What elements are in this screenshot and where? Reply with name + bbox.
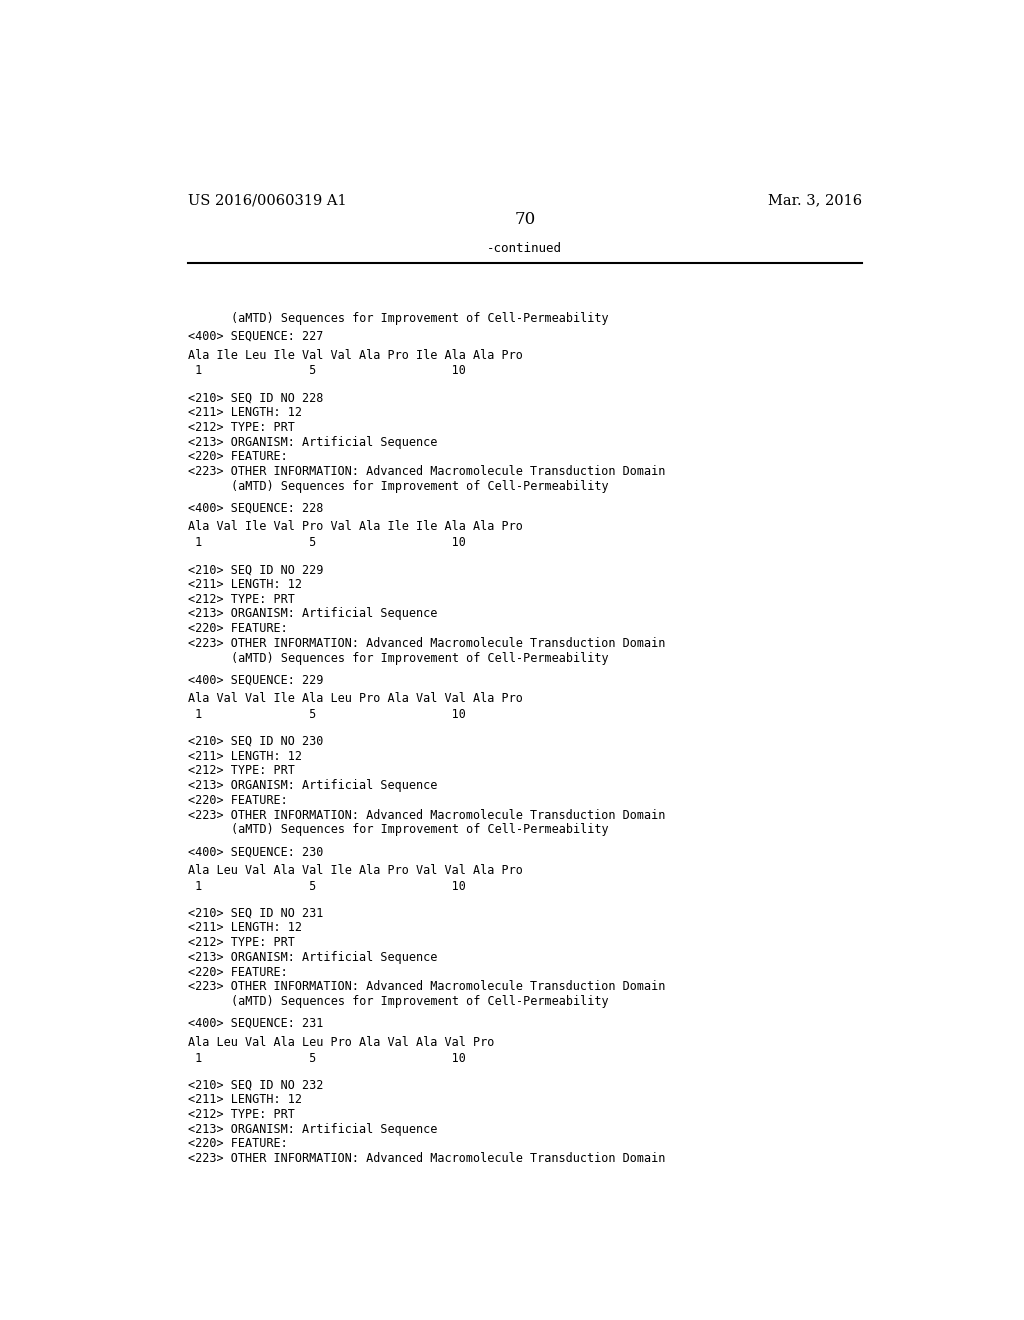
Text: <223> OTHER INFORMATION: Advanced Macromolecule Transduction Domain: <223> OTHER INFORMATION: Advanced Macrom…	[187, 981, 665, 994]
Text: <400> SEQUENCE: 228: <400> SEQUENCE: 228	[187, 502, 323, 515]
Text: <400> SEQUENCE: 231: <400> SEQUENCE: 231	[187, 1016, 323, 1030]
Text: Ala Val Val Ile Ala Leu Pro Ala Val Val Ala Pro: Ala Val Val Ile Ala Leu Pro Ala Val Val …	[187, 692, 522, 705]
Text: <211> LENGTH: 12: <211> LENGTH: 12	[187, 578, 301, 591]
Text: 1               5                   10: 1 5 10	[187, 708, 465, 721]
Text: (aMTD) Sequences for Improvement of Cell-Permeability: (aMTD) Sequences for Improvement of Cell…	[231, 312, 609, 325]
Text: Ala Leu Val Ala Leu Pro Ala Val Ala Val Pro: Ala Leu Val Ala Leu Pro Ala Val Ala Val …	[187, 1036, 494, 1049]
Text: (aMTD) Sequences for Improvement of Cell-Permeability: (aMTD) Sequences for Improvement of Cell…	[231, 479, 609, 492]
Text: 1               5                   10: 1 5 10	[187, 1052, 465, 1064]
Text: <400> SEQUENCE: 230: <400> SEQUENCE: 230	[187, 845, 323, 858]
Text: <211> LENGTH: 12: <211> LENGTH: 12	[187, 750, 301, 763]
Text: <223> OTHER INFORMATION: Advanced Macromolecule Transduction Domain: <223> OTHER INFORMATION: Advanced Macrom…	[187, 636, 665, 649]
Text: <212> TYPE: PRT: <212> TYPE: PRT	[187, 764, 294, 777]
Text: 1               5                   10: 1 5 10	[187, 536, 465, 549]
Text: 70: 70	[514, 210, 536, 227]
Text: 1               5                   10: 1 5 10	[187, 364, 465, 378]
Text: Ala Ile Leu Ile Val Val Ala Pro Ile Ala Ala Pro: Ala Ile Leu Ile Val Val Ala Pro Ile Ala …	[187, 348, 522, 362]
Text: Mar. 3, 2016: Mar. 3, 2016	[768, 193, 862, 207]
Text: <220> FEATURE:: <220> FEATURE:	[187, 1138, 288, 1151]
Text: <211> LENGTH: 12: <211> LENGTH: 12	[187, 921, 301, 935]
Text: (aMTD) Sequences for Improvement of Cell-Permeability: (aMTD) Sequences for Improvement of Cell…	[231, 652, 609, 664]
Text: <220> FEATURE:: <220> FEATURE:	[187, 793, 288, 807]
Text: <400> SEQUENCE: 229: <400> SEQUENCE: 229	[187, 673, 323, 686]
Text: 1               5                   10: 1 5 10	[187, 879, 465, 892]
Text: <220> FEATURE:: <220> FEATURE:	[187, 450, 288, 463]
Text: <223> OTHER INFORMATION: Advanced Macromolecule Transduction Domain: <223> OTHER INFORMATION: Advanced Macrom…	[187, 465, 665, 478]
Text: <400> SEQUENCE: 227: <400> SEQUENCE: 227	[187, 330, 323, 343]
Text: <213> ORGANISM: Artificial Sequence: <213> ORGANISM: Artificial Sequence	[187, 1123, 437, 1135]
Text: <213> ORGANISM: Artificial Sequence: <213> ORGANISM: Artificial Sequence	[187, 436, 437, 449]
Text: <223> OTHER INFORMATION: Advanced Macromolecule Transduction Domain: <223> OTHER INFORMATION: Advanced Macrom…	[187, 809, 665, 821]
Text: <213> ORGANISM: Artificial Sequence: <213> ORGANISM: Artificial Sequence	[187, 950, 437, 964]
Text: <213> ORGANISM: Artificial Sequence: <213> ORGANISM: Artificial Sequence	[187, 779, 437, 792]
Text: -continued: -continued	[487, 242, 562, 255]
Text: <211> LENGTH: 12: <211> LENGTH: 12	[187, 1093, 301, 1106]
Text: <212> TYPE: PRT: <212> TYPE: PRT	[187, 593, 294, 606]
Text: <210> SEQ ID NO 229: <210> SEQ ID NO 229	[187, 564, 323, 576]
Text: <211> LENGTH: 12: <211> LENGTH: 12	[187, 407, 301, 420]
Text: <210> SEQ ID NO 231: <210> SEQ ID NO 231	[187, 907, 323, 920]
Text: <213> ORGANISM: Artificial Sequence: <213> ORGANISM: Artificial Sequence	[187, 607, 437, 620]
Text: <210> SEQ ID NO 230: <210> SEQ ID NO 230	[187, 735, 323, 748]
Text: (aMTD) Sequences for Improvement of Cell-Permeability: (aMTD) Sequences for Improvement of Cell…	[231, 995, 609, 1008]
Text: <210> SEQ ID NO 228: <210> SEQ ID NO 228	[187, 391, 323, 404]
Text: Ala Leu Val Ala Val Ile Ala Pro Val Val Ala Pro: Ala Leu Val Ala Val Ile Ala Pro Val Val …	[187, 865, 522, 876]
Text: <210> SEQ ID NO 232: <210> SEQ ID NO 232	[187, 1078, 323, 1092]
Text: <223> OTHER INFORMATION: Advanced Macromolecule Transduction Domain: <223> OTHER INFORMATION: Advanced Macrom…	[187, 1152, 665, 1166]
Text: <212> TYPE: PRT: <212> TYPE: PRT	[187, 1107, 294, 1121]
Text: Ala Val Ile Val Pro Val Ala Ile Ile Ala Ala Pro: Ala Val Ile Val Pro Val Ala Ile Ile Ala …	[187, 520, 522, 533]
Text: <212> TYPE: PRT: <212> TYPE: PRT	[187, 936, 294, 949]
Text: (aMTD) Sequences for Improvement of Cell-Permeability: (aMTD) Sequences for Improvement of Cell…	[231, 824, 609, 837]
Text: <220> FEATURE:: <220> FEATURE:	[187, 622, 288, 635]
Text: US 2016/0060319 A1: US 2016/0060319 A1	[187, 193, 346, 207]
Text: <212> TYPE: PRT: <212> TYPE: PRT	[187, 421, 294, 434]
Text: <220> FEATURE:: <220> FEATURE:	[187, 966, 288, 978]
